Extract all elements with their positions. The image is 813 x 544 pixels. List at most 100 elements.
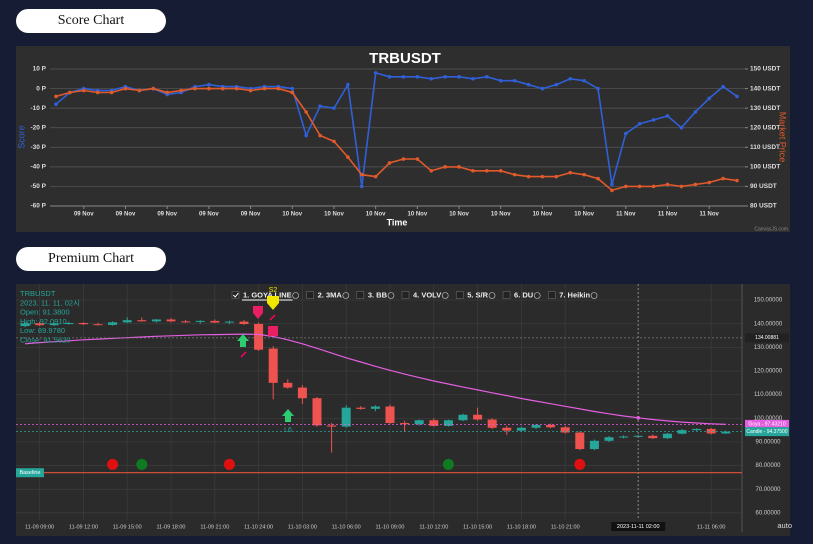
candle-body [706, 428, 716, 434]
legend-checkbox[interactable] [502, 291, 511, 299]
signal [136, 458, 148, 470]
data-point [735, 178, 739, 183]
y2-tick-label: 110 USDT [750, 144, 780, 151]
y-tick-label: 90.00000 [755, 440, 781, 446]
data-point [332, 106, 336, 110]
x-tick-label: 09 Nov [74, 212, 94, 218]
axis-title: Market Price [778, 112, 788, 163]
y-tick-label: 80.00000 [755, 463, 781, 469]
legend-checkbox[interactable] [356, 291, 365, 299]
data-point [401, 157, 406, 161]
candle-body [78, 323, 88, 325]
pill[interactable] [16, 9, 166, 33]
legend-checkbox[interactable] [455, 291, 464, 299]
pill[interactable] [16, 247, 166, 271]
legend-item[interactable]: 4. VOLV [413, 290, 441, 299]
data-point [693, 110, 698, 114]
candle-body [341, 407, 351, 427]
price-tag [745, 419, 789, 429]
data-point [346, 155, 350, 159]
legend-checkbox[interactable] [306, 291, 314, 299]
data-point [290, 86, 295, 91]
x-tick-label: 11-09 18:00 [157, 524, 186, 530]
data-point [457, 165, 461, 169]
data-point [721, 84, 725, 89]
data-point [193, 86, 197, 91]
data-point [582, 78, 586, 83]
candle-body [692, 428, 702, 431]
x-tick-label: 10 Nov [282, 212, 302, 218]
data-point [707, 180, 712, 185]
y-tick-label: 0 P [36, 85, 46, 92]
data-point [443, 165, 447, 169]
x-tick-label: 10 Nov [574, 212, 594, 218]
y-tick-label: -50 P [30, 183, 46, 190]
x-tick-label: 11-10 12:00 [419, 524, 448, 530]
data-point [693, 182, 698, 187]
price-tag [745, 333, 789, 343]
x-tick-label: 11 Nov [658, 212, 678, 218]
check [232, 292, 239, 298]
panel-label: Premium Chart [48, 251, 134, 266]
data-point [512, 172, 517, 177]
data-point [554, 82, 559, 87]
signal [223, 458, 235, 470]
y-tick-label: 120.00000 [754, 369, 783, 375]
scale-mode[interactable]: auto [777, 521, 792, 530]
data-point [498, 168, 503, 173]
legend-item[interactable]: 7. Heikin [559, 290, 590, 299]
data-point [526, 82, 531, 87]
data-point [109, 90, 114, 95]
legend-item[interactable]: 1. GOYA LINE [243, 290, 292, 299]
data-point [359, 172, 364, 177]
x-tick-label: 10 Nov [449, 212, 469, 218]
data-point [387, 75, 392, 79]
data-point [610, 188, 614, 193]
y-tick-label: 70.00000 [755, 487, 781, 493]
y-tick-label: 60.00000 [755, 510, 781, 516]
candle-body [93, 324, 103, 326]
info-icon [342, 292, 350, 299]
sell-arrow [253, 306, 263, 319]
candle-body [283, 382, 293, 388]
candle-body [370, 406, 380, 409]
data-point [540, 174, 545, 179]
data-point [457, 75, 461, 79]
score-chart: TRBUSDT 10 P 0 P -10 P -20 P -30 P -40 P -50 P -… [16, 50, 788, 232]
x-tick-label: 10 Nov [491, 212, 511, 218]
data-point [304, 110, 308, 114]
data-point [415, 75, 420, 79]
data-point [485, 75, 489, 79]
y-tick-label: 110.00000 [754, 392, 783, 398]
data-point [373, 71, 378, 75]
legend-item[interactable]: 6. DU [514, 290, 533, 299]
signal [442, 458, 454, 470]
legend-item[interactable]: 3. BB [368, 290, 388, 299]
data-point [332, 139, 336, 144]
candle-body [239, 321, 249, 324]
baseline-label: Baseline [19, 470, 40, 476]
y2-tick-label: 100 USDT [750, 164, 780, 171]
data-point [526, 174, 531, 179]
data-point [651, 184, 656, 189]
info-icon [292, 292, 299, 299]
info-icon [488, 292, 496, 299]
data-point [610, 182, 614, 187]
chart-title: TRBUSDT [369, 50, 441, 67]
data-point [359, 184, 364, 189]
legend-item[interactable]: 2. 3MA [318, 290, 343, 299]
y2-tick-label: 140 USDT [750, 85, 780, 92]
legend-item[interactable]: 5. S/R [467, 290, 488, 299]
candle-body [254, 323, 264, 350]
legend-checkbox[interactable] [401, 291, 410, 299]
candle-body [662, 433, 672, 439]
candle-body [137, 320, 147, 322]
legend-checkbox[interactable] [547, 291, 556, 299]
symbol-info: Low: 89.9780 [20, 326, 65, 335]
data-point [123, 86, 128, 91]
signal [574, 458, 586, 470]
data-point [735, 94, 739, 99]
y-tick-label: -20 P [30, 124, 46, 131]
legend-checkbox[interactable] [231, 291, 240, 299]
